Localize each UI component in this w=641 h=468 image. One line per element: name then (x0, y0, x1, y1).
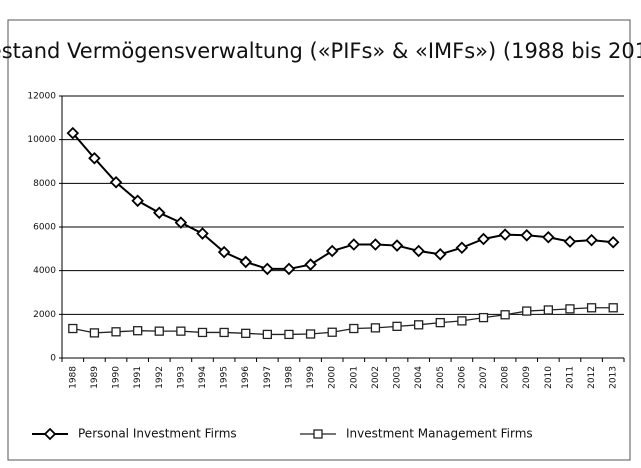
marker (478, 312, 489, 323)
y-tick-label: 8000 (33, 179, 56, 189)
marker (88, 151, 101, 165)
frame (7, 19, 631, 461)
y-tick-label: 4000 (33, 266, 56, 276)
x-tick-label: 2006 (457, 366, 467, 389)
marker (498, 228, 512, 241)
x-tick-label: 1989 (90, 366, 100, 389)
x-tick-label: 2005 (436, 366, 446, 389)
marker (241, 328, 251, 338)
x-tick-label: 1990 (112, 366, 122, 389)
marker (349, 323, 359, 334)
marker (89, 328, 100, 338)
chart-title: Bestand Vermögensverwaltung («PIFs» & «I… (0, 39, 641, 63)
y-tick-label: 6000 (33, 223, 56, 233)
marker (543, 305, 553, 315)
marker (152, 206, 166, 220)
marker (66, 126, 80, 140)
marker (608, 303, 618, 313)
y-tick-label: 0 (50, 354, 56, 364)
marker (197, 327, 208, 338)
marker (68, 323, 78, 334)
marker (174, 216, 188, 229)
x-tick-label: 1998 (284, 366, 294, 389)
x-tick-label: 1997 (263, 366, 273, 389)
x-tick-label: 2003 (393, 366, 403, 389)
marker (392, 321, 402, 331)
marker (196, 227, 209, 240)
marker (369, 238, 382, 251)
marker (522, 306, 532, 316)
x-tick-label: 1999 (306, 366, 316, 389)
marker (520, 229, 534, 242)
marker (43, 427, 57, 441)
marker (176, 326, 186, 336)
legend-label: Investment Management Firms (346, 427, 533, 441)
marker (542, 230, 555, 244)
y-tick-label: 2000 (33, 310, 56, 320)
marker (284, 329, 294, 340)
marker (325, 244, 339, 258)
x-tick-label: 2012 (587, 366, 597, 389)
marker (217, 245, 231, 259)
marker (414, 320, 424, 330)
marker (304, 258, 317, 271)
marker (500, 310, 510, 320)
x-tick-label: 2009 (522, 366, 532, 389)
marker (435, 317, 445, 328)
marker (457, 316, 467, 326)
x-tick-label: 2007 (479, 366, 489, 389)
marker (390, 239, 404, 252)
x-tick-label: 2000 (328, 366, 338, 389)
marker (586, 303, 597, 313)
x-tick-label: 1996 (241, 366, 251, 389)
marker (262, 329, 272, 340)
y-tick-label: 10000 (27, 135, 56, 145)
marker (563, 235, 577, 248)
x-tick-label: 1994 (198, 366, 208, 389)
marker (219, 327, 229, 338)
marker (585, 233, 598, 247)
marker (606, 236, 620, 249)
marker (261, 262, 274, 276)
legend-label: Personal Investment Firms (78, 427, 237, 441)
x-tick-label: 2002 (371, 366, 381, 389)
x-tick-label: 1993 (176, 366, 186, 389)
marker (111, 327, 121, 337)
x-tick-label: 2010 (544, 366, 554, 389)
marker (455, 241, 469, 255)
x-tick-label: 2013 (609, 366, 619, 389)
x-tick-label: 2011 (565, 366, 575, 389)
marker (154, 326, 164, 336)
x-tick-label: 1995 (220, 366, 230, 389)
marker (327, 327, 337, 337)
y-tick-label: 12000 (27, 92, 56, 102)
marker (347, 238, 361, 251)
marker (477, 232, 490, 246)
x-tick-label: 1988 (68, 366, 78, 389)
marker (370, 323, 381, 333)
marker (131, 194, 144, 208)
x-tick-label: 1991 (133, 366, 143, 389)
marker (282, 262, 296, 276)
marker (433, 248, 447, 261)
marker (305, 329, 316, 339)
series-line (72, 307, 614, 336)
x-tick-label: 2001 (349, 366, 359, 389)
marker (109, 175, 123, 189)
marker (565, 304, 575, 314)
x-tick-label: 2004 (414, 366, 424, 389)
x-tick-label: 1992 (155, 366, 165, 389)
series-line (72, 132, 614, 270)
marker (239, 255, 253, 269)
marker (133, 326, 143, 336)
marker (412, 244, 425, 258)
marker (313, 429, 323, 439)
x-tick-label: 2008 (501, 366, 511, 389)
